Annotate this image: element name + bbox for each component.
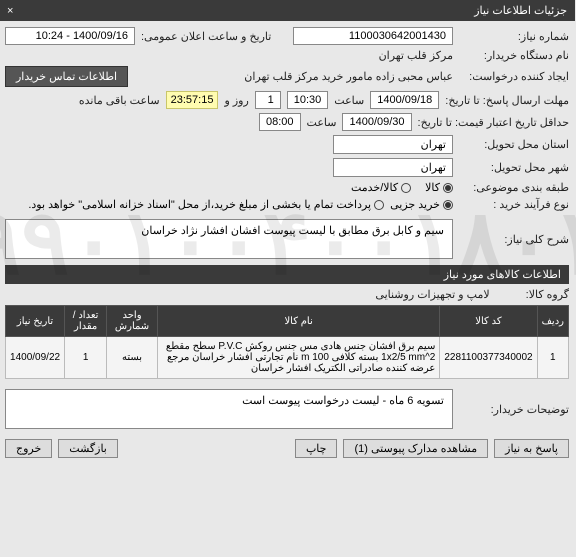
buyer-label: نام دستگاه خریدار: [460,49,570,62]
buyer-value: مرکز قلب تهران [380,49,454,62]
group-label: گروه کالا: [527,288,570,301]
summary-box: سیم و کابل برق مطابق با لیست پیوست افشان… [6,219,454,259]
city-label: شهر محل تحویل: [460,161,570,174]
public-dt-label: تاریخ و ساعت اعلان عمومی: [142,30,272,43]
process-opt2-label: پرداخت تمام یا بخشی از مبلغ خرید،از محل … [29,198,372,211]
province-value: تهران [334,135,454,154]
remain-value: 23:57:15 [167,91,220,109]
respond-hour: 10:30 [288,91,330,109]
need-no-value: 1100030642001430 [294,27,454,45]
public-dt-value: 1400/09/16 - 10:24 [6,27,136,45]
attach-button[interactable]: مشاهده مدارک پیوستی (1) [344,439,489,458]
th-unit: واحد شمارش [108,306,159,337]
th-row: ردیف [538,306,569,337]
contact-button[interactable]: اطلاعات تماس خریدار [6,66,129,87]
remain-label: ساعت باقی مانده [80,94,161,107]
cell-qty: 1 [66,337,108,379]
table-header-row: ردیف کد کالا نام کالا واحد شمارش تعداد /… [7,306,570,337]
group-value: لامپ و تجهیزات روشنایی [376,288,490,301]
goods-title-text: اطلاعات کالاهای مورد نیاز [445,268,562,281]
th-name: نام کالا [158,306,440,337]
class-service-label: کالا/خدمت [352,181,399,194]
radio-checked-icon [444,183,454,193]
goods-table: ردیف کد کالا نام کالا واحد شمارش تعداد /… [6,305,570,379]
need-no-label: شماره نیاز: [460,30,570,43]
header-title: جزئیات اطلاعات نیاز [475,4,568,17]
days-value: 1 [256,91,282,109]
days-label: روز و [225,94,249,107]
print-button[interactable]: چاپ [296,439,339,458]
process-opt1[interactable]: خرید جزیی [391,198,454,211]
back-button[interactable]: بازگشت [59,439,119,458]
th-qty: تعداد / مقدار [66,306,108,337]
city-value: تهران [334,158,454,177]
goods-section-title: اطلاعات کالاهای مورد نیاز [6,265,570,284]
process-opt1-label: خرید جزیی [391,198,441,211]
deadline-label: حداقل تاریخ اعتبار قیمت: تا تاریخ: [419,116,570,129]
cell-unit: بسته [108,337,159,379]
process-opt2[interactable]: پرداخت تمام یا بخشی از مبلغ خرید،از محل … [29,198,385,211]
class-goods-label: کالا [426,181,441,194]
buyer-note-label: توضیحات خریدار: [460,403,570,416]
exit-button[interactable]: خروج [6,439,53,458]
cell-date: 1400/09/22 [7,337,66,379]
respond-date: 1400/09/18 [371,91,440,109]
radio-icon [375,200,385,210]
buyer-note-box: تسویه 6 ماه - لیست درخواست پیوست است [6,389,454,429]
reply-button[interactable]: پاسخ به نیاز [495,439,570,458]
header-bar: جزئیات اطلاعات نیاز × [0,0,576,21]
close-icon[interactable]: × [8,5,14,17]
summary-label: شرح کلی نیاز: [460,233,570,246]
th-date: تاریخ نیاز [7,306,66,337]
table-row[interactable]: 1 2281100377340002 سیم برق افشان جنس هاد… [7,337,570,379]
class-service-option[interactable]: کالا/خدمت [352,181,412,194]
class-label: طبقه بندی موضوعی: [460,181,570,194]
class-goods-option[interactable]: کالا [426,181,454,194]
province-label: استان محل تحویل: [460,138,570,151]
deadline-hour: 08:00 [260,113,302,131]
process-label: نوع فرآیند خرید : [460,198,570,211]
respond-label: مهلت ارسال پاسخ: تا تاریخ: [446,94,570,107]
respond-hour-label: ساعت [335,94,365,107]
cell-code: 2281100377340002 [441,337,538,379]
deadline-hour-label: ساعت [308,116,338,129]
radio-icon [402,183,412,193]
deadline-date: 1400/09/30 [343,113,412,131]
class-radio-group: کالا کالا/خدمت [352,181,454,194]
cell-name: سیم برق افشان جنس هادی مس جنس روکش P.V.C… [158,337,440,379]
cell-row: 1 [538,337,569,379]
th-code: کد کالا [441,306,538,337]
requester-value: عباس محبی زاده مامور خرید مرکز قلب تهران [245,70,454,83]
radio-checked-icon [444,200,454,210]
requester-label: ایجاد کننده درخواست: [460,70,570,83]
